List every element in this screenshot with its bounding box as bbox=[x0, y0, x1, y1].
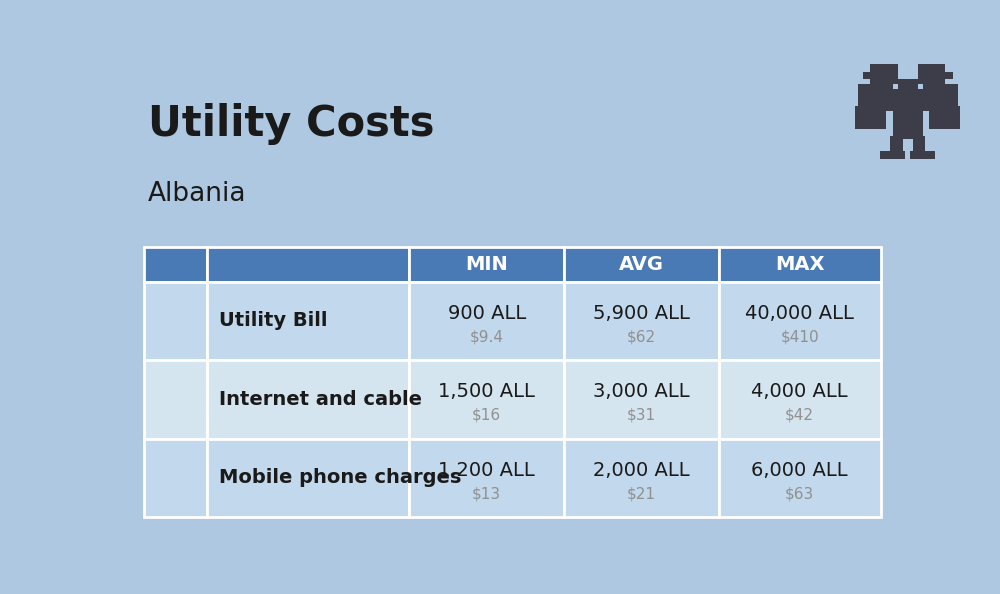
Text: $16: $16 bbox=[472, 407, 501, 423]
Bar bbox=[855, 106, 886, 129]
Bar bbox=[719, 282, 881, 360]
Bar bbox=[409, 247, 564, 282]
Bar bbox=[858, 84, 893, 112]
Bar bbox=[942, 71, 952, 79]
Text: 1,200 ALL: 1,200 ALL bbox=[438, 460, 535, 479]
Bar bbox=[929, 106, 960, 129]
Bar bbox=[918, 64, 945, 84]
Bar bbox=[719, 439, 881, 517]
Bar bbox=[910, 151, 935, 159]
Text: 2,000 ALL: 2,000 ALL bbox=[593, 460, 690, 479]
Text: Albania: Albania bbox=[148, 181, 247, 207]
Bar bbox=[564, 360, 719, 439]
Text: $42: $42 bbox=[785, 407, 814, 423]
Bar bbox=[409, 439, 564, 517]
Text: $13: $13 bbox=[472, 486, 501, 501]
Text: Internet and cable: Internet and cable bbox=[219, 390, 422, 409]
Text: $410: $410 bbox=[780, 329, 819, 344]
Bar bbox=[144, 247, 207, 282]
Text: 6,000 ALL: 6,000 ALL bbox=[751, 460, 848, 479]
Bar bbox=[144, 282, 207, 360]
Text: $62: $62 bbox=[627, 329, 656, 344]
Bar bbox=[719, 247, 881, 282]
Text: Utility Bill: Utility Bill bbox=[219, 311, 327, 330]
Bar bbox=[207, 439, 409, 517]
Bar bbox=[880, 151, 905, 159]
Text: 5,900 ALL: 5,900 ALL bbox=[593, 304, 690, 323]
Bar bbox=[144, 360, 207, 439]
Bar bbox=[898, 79, 918, 91]
Text: MIN: MIN bbox=[465, 255, 508, 274]
Text: 4,000 ALL: 4,000 ALL bbox=[751, 382, 848, 401]
Bar bbox=[862, 71, 872, 79]
Text: Mobile phone charges: Mobile phone charges bbox=[219, 469, 461, 488]
Bar bbox=[719, 360, 881, 439]
Text: AVG: AVG bbox=[619, 255, 664, 274]
Bar bbox=[912, 137, 925, 154]
Text: MAX: MAX bbox=[775, 255, 824, 274]
Text: 40,000 ALL: 40,000 ALL bbox=[745, 304, 854, 323]
Text: Utility Costs: Utility Costs bbox=[148, 103, 435, 146]
Bar bbox=[207, 282, 409, 360]
Text: $63: $63 bbox=[785, 486, 814, 501]
Bar bbox=[564, 439, 719, 517]
Bar bbox=[922, 84, 958, 112]
Text: 1,500 ALL: 1,500 ALL bbox=[438, 382, 535, 401]
Bar bbox=[893, 89, 922, 139]
Text: $9.4: $9.4 bbox=[470, 329, 504, 344]
Bar bbox=[870, 64, 898, 84]
Bar bbox=[564, 282, 719, 360]
Bar bbox=[207, 360, 409, 439]
Text: 3,000 ALL: 3,000 ALL bbox=[593, 382, 690, 401]
Bar bbox=[207, 247, 409, 282]
Bar bbox=[409, 282, 564, 360]
Bar bbox=[564, 247, 719, 282]
Text: 900 ALL: 900 ALL bbox=[448, 304, 526, 323]
Text: $31: $31 bbox=[627, 407, 656, 423]
Bar bbox=[144, 439, 207, 517]
Bar bbox=[890, 137, 902, 154]
Text: $21: $21 bbox=[627, 486, 656, 501]
Bar bbox=[409, 360, 564, 439]
